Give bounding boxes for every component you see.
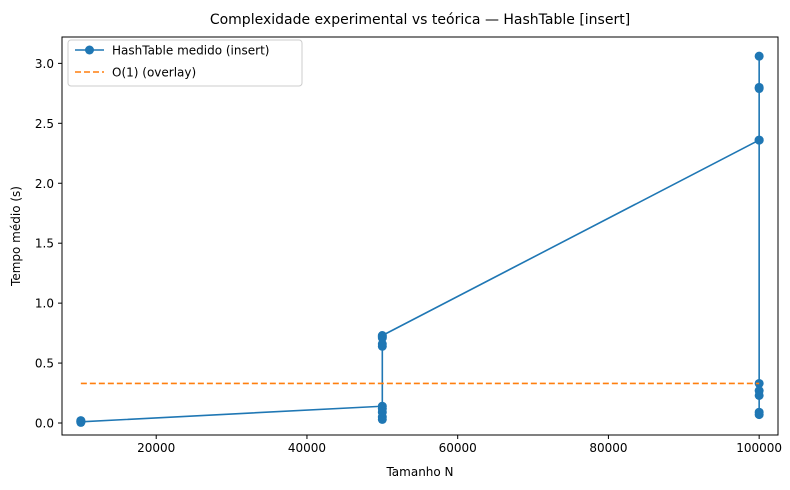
x-tick-label: 80000 (589, 441, 627, 455)
x-axis-label: Tamanho N (385, 465, 453, 479)
data-point (377, 339, 387, 349)
plot-frame (61, 36, 779, 436)
y-tick-label: 0.5 (35, 357, 54, 371)
legend-box (67, 39, 303, 87)
data-point (76, 417, 86, 427)
y-tick-label: 0.0 (35, 417, 54, 431)
data-point (377, 414, 387, 424)
x-tick-label: 40000 (288, 441, 326, 455)
legend-marker-measured (85, 45, 94, 55)
legend: HashTable medido (insert) O(1) (overlay) (67, 39, 303, 87)
data-point (754, 390, 764, 400)
y-tick-label: 2.5 (35, 117, 54, 131)
data-point (754, 135, 764, 145)
data-point (377, 407, 387, 417)
x-tick-label: 60000 (439, 441, 477, 455)
y-tick-label: 2.0 (35, 177, 54, 191)
legend-label-overlay: O(1) (overlay) (112, 66, 196, 80)
data-point (754, 410, 764, 420)
data-point (754, 84, 764, 94)
data-point (754, 51, 764, 61)
x-tick-label: 100000 (736, 441, 782, 455)
plot-area (62, 37, 778, 435)
x-tick-label: 20000 (137, 441, 175, 455)
y-tick-label: 1.5 (35, 237, 54, 251)
y-tick-label: 3.0 (35, 57, 54, 71)
y-axis-label: Tempo médio (s) (9, 186, 23, 287)
chart-title: Complexidade experimental vs teórica — H… (210, 12, 630, 28)
data-point (377, 331, 387, 340)
legend-label-measured: HashTable medido (insert) (112, 44, 269, 58)
y-tick-label: 1.0 (35, 297, 54, 311)
